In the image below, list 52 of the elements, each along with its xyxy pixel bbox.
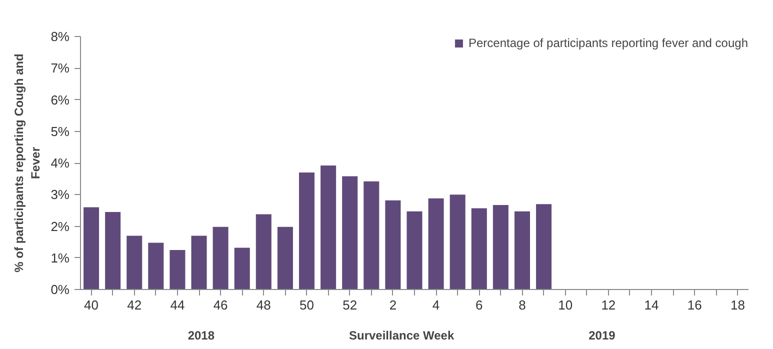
bar	[256, 214, 272, 290]
text: 2018	[188, 328, 215, 342]
x-tick-label: 12	[601, 298, 616, 312]
y-tick-label: 3%	[50, 187, 70, 202]
bar	[299, 172, 315, 290]
y-tick-label: 6%	[50, 92, 70, 108]
bar	[385, 200, 401, 290]
bar	[148, 242, 164, 290]
x-tick-label: 40	[84, 298, 99, 312]
x-tick-label: 2	[389, 298, 397, 312]
bar	[536, 204, 552, 290]
bar	[428, 198, 444, 290]
bar	[212, 226, 228, 290]
bar	[84, 207, 100, 290]
bar	[342, 176, 358, 290]
text: 2019	[588, 328, 616, 342]
y-tick-label: 7%	[50, 60, 70, 76]
x-tick-label: 16	[687, 298, 702, 312]
x-tick-label: 6	[476, 298, 483, 312]
y-tick-label: 1%	[50, 250, 70, 266]
x-tick-label: 52	[342, 298, 358, 312]
bar	[126, 236, 142, 290]
bar	[492, 205, 508, 290]
y-tick-label: 4%	[50, 156, 70, 170]
bar	[514, 211, 530, 290]
x-tick-label: 48	[256, 298, 271, 312]
x-tick-label: 18	[730, 298, 745, 312]
x-tick-label: 14	[644, 298, 659, 312]
y-tick-label: 0%	[50, 282, 70, 297]
y-tick-label: 2%	[50, 218, 70, 234]
x-tick-label: 44	[170, 298, 185, 312]
bar	[320, 166, 336, 290]
bar	[170, 250, 186, 290]
x-tick-label: 50	[300, 298, 314, 312]
y-tick-label: 5%	[50, 124, 70, 139]
legend-label: Percentage of participants reporting fever and cough	[468, 36, 748, 50]
bar	[364, 181, 380, 290]
bar	[234, 248, 250, 290]
bar	[277, 226, 293, 290]
bar	[406, 211, 422, 290]
bar	[450, 194, 466, 290]
y-axis-title: % of participants reporting Cough and Fever	[12, 54, 43, 272]
bar	[471, 208, 487, 290]
x-tick-label: 46	[213, 298, 228, 312]
x-tick-label: 10	[558, 298, 573, 312]
x-tick-label: 4	[432, 298, 440, 312]
x-tick-label: 8	[518, 298, 526, 312]
y-tick-label: 8%	[50, 29, 70, 44]
bar	[105, 212, 121, 290]
x-tick-label: 42	[127, 298, 142, 312]
bar	[191, 236, 207, 290]
x-axis-title: Surveillance Week	[348, 328, 454, 342]
